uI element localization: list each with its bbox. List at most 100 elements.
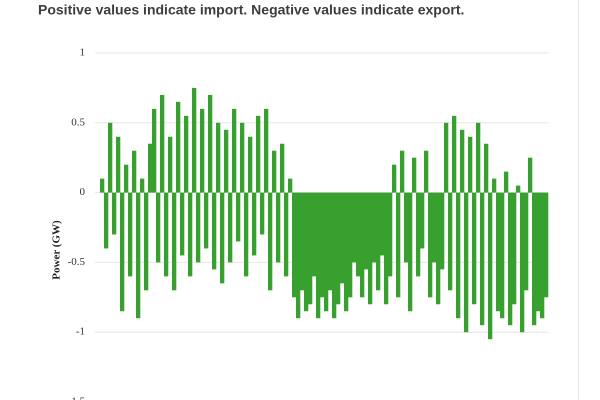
bar [540, 192, 545, 319]
bar [448, 192, 453, 291]
bar [488, 192, 493, 340]
bar [524, 192, 529, 291]
bar [108, 122, 113, 193]
bar [216, 122, 221, 193]
bar [240, 122, 245, 193]
bar [252, 192, 257, 256]
bar [368, 192, 373, 305]
bar [304, 192, 309, 312]
bar [332, 192, 337, 319]
bar [532, 192, 537, 326]
bar [388, 192, 393, 277]
y-tick-label: -0.5 [68, 256, 86, 268]
bar [180, 192, 185, 256]
bar [144, 192, 149, 291]
bar [200, 108, 205, 193]
bar [124, 164, 129, 193]
bar [308, 192, 313, 305]
chart-subtitle: Positive values indicate import. Negativ… [38, 2, 464, 18]
bar [464, 192, 469, 333]
bar [232, 108, 237, 193]
bar [544, 192, 549, 298]
bar [440, 192, 445, 270]
bar [244, 192, 249, 277]
bar [396, 192, 401, 298]
bar [176, 101, 181, 193]
bar [224, 129, 229, 193]
bar [384, 192, 389, 305]
bar [392, 164, 397, 193]
bar [104, 192, 109, 249]
y-axis-label: Power (GW) [51, 220, 63, 280]
bar [336, 192, 341, 305]
bar [312, 192, 317, 277]
bar [100, 178, 105, 193]
bar [128, 192, 133, 277]
bar [404, 192, 409, 263]
bar [260, 192, 265, 235]
bar [236, 192, 241, 242]
bar [208, 94, 213, 193]
bar [284, 192, 289, 277]
bar [400, 150, 405, 193]
bar [320, 192, 325, 298]
bar [340, 192, 345, 284]
bar [372, 192, 377, 263]
bar [112, 192, 117, 235]
bar [424, 150, 429, 193]
y-tick-label: 1 [80, 47, 86, 59]
bar [192, 87, 197, 193]
bar [348, 192, 353, 298]
bar [280, 143, 285, 193]
bar [460, 129, 465, 193]
bar [516, 185, 521, 193]
y-tick-label: 0 [80, 186, 86, 198]
bar [188, 192, 193, 277]
bar [168, 136, 173, 193]
bar [292, 192, 297, 298]
bar [536, 192, 541, 312]
bar [136, 192, 141, 319]
bar [508, 192, 513, 326]
bar [300, 192, 305, 291]
bar [500, 192, 505, 319]
bar [212, 192, 217, 270]
bar [352, 192, 357, 263]
bar [116, 136, 121, 193]
bar [172, 192, 177, 291]
bar [512, 192, 517, 305]
bar [264, 108, 269, 193]
bar [344, 192, 349, 312]
bar [420, 192, 425, 249]
bar [204, 192, 209, 249]
bar [276, 192, 281, 263]
bar [160, 94, 165, 193]
bar [120, 192, 125, 312]
bar [268, 192, 273, 291]
bar [468, 136, 473, 193]
bar [272, 150, 277, 193]
bar [412, 157, 417, 193]
bar [456, 192, 461, 319]
bar [184, 115, 189, 193]
bar [364, 192, 369, 270]
bar [444, 122, 449, 193]
bar [228, 192, 233, 263]
bar [380, 192, 385, 256]
bar [156, 192, 161, 263]
bar [324, 192, 329, 312]
bar [356, 192, 361, 277]
bar [256, 115, 261, 193]
y-tick-label: 0.5 [71, 116, 85, 128]
bar [480, 192, 485, 326]
bar [520, 192, 525, 333]
bar [496, 192, 501, 312]
bar [132, 150, 137, 193]
bar [164, 192, 169, 277]
bar [428, 192, 433, 298]
bar [360, 192, 365, 298]
bar [148, 143, 153, 193]
bar [248, 136, 253, 193]
